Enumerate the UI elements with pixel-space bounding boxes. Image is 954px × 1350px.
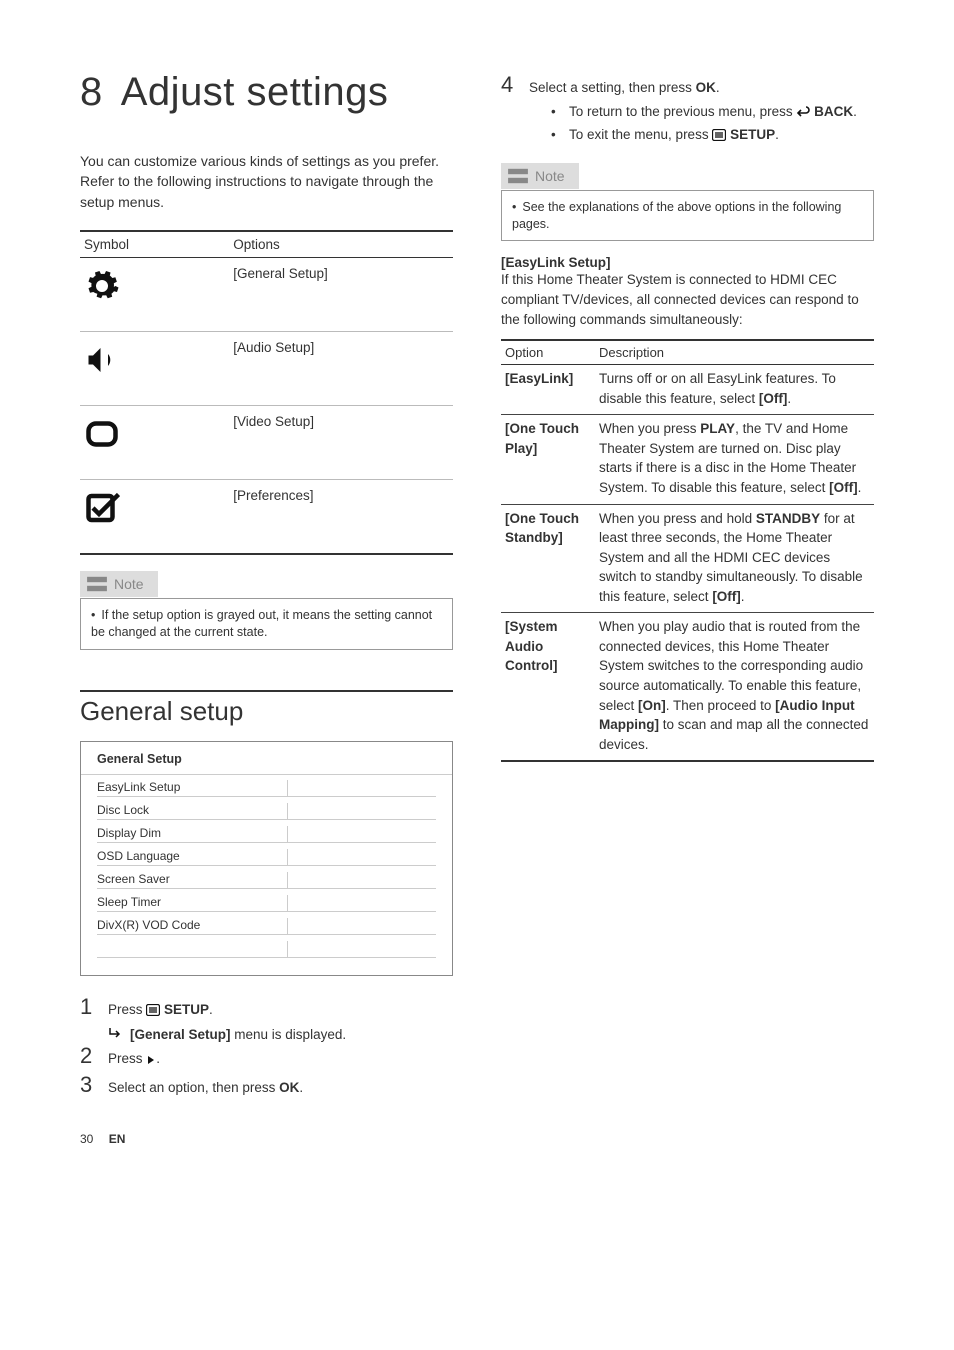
step-1: 1 Press SETUP.	[80, 996, 453, 1022]
easylink-paragraph: If this Home Theater System is connected…	[501, 270, 874, 329]
table-row: [One Touch Play] When you press PLAY, th…	[501, 415, 874, 504]
note-block: Note See the explanations of the above o…	[501, 163, 874, 242]
table-row: [Audio Setup]	[80, 331, 453, 405]
step-4: 4 Select a setting, then press OK.	[501, 74, 874, 98]
chapter-text: Adjust settings	[121, 70, 389, 114]
osd-row: Screen Saver	[81, 869, 452, 892]
note-text: See the explanations of the above option…	[512, 200, 841, 231]
chapter-title: 8 Adjust settings	[80, 70, 453, 115]
step-1-result: [General Setup] menu is displayed.	[108, 1025, 453, 1045]
setup-button-icon	[712, 127, 726, 147]
note-tab: Note	[501, 163, 579, 189]
osd-row: Sleep Timer	[81, 892, 452, 915]
table-row: [Video Setup]	[80, 405, 453, 479]
osd-title: General Setup	[81, 742, 452, 775]
table-row: [System Audio Control] When you play aud…	[501, 613, 874, 761]
page-language: EN	[109, 1132, 126, 1146]
note-label: Note	[114, 576, 144, 592]
table-row: [One Touch Standby] When you press and h…	[501, 504, 874, 613]
osd-menu: General Setup EasyLink Setup Disc Lock D…	[80, 741, 453, 976]
col-description: Description	[595, 340, 874, 365]
note-tab: Note	[80, 571, 158, 597]
option-description-table: Option Description [EasyLink] Turns off …	[501, 339, 874, 762]
note-icon	[86, 575, 108, 593]
option-label: [Video Setup]	[229, 405, 453, 479]
back-button-icon	[796, 104, 810, 124]
section-heading: General setup	[80, 696, 453, 727]
osd-row: EasyLink Setup	[81, 777, 452, 800]
speaker-icon	[84, 342, 120, 381]
screen-icon	[84, 416, 120, 455]
osd-row: Disc Lock	[81, 800, 452, 823]
step-3: 3 Select an option, then press OK.	[80, 1074, 453, 1098]
option-label: [Audio Setup]	[229, 331, 453, 405]
page-footer: 30 EN	[80, 1132, 874, 1146]
note-block: Note If the setup option is grayed out, …	[80, 571, 453, 650]
gear-icon	[84, 268, 120, 307]
chapter-number: 8	[80, 70, 103, 115]
table-row: [General Setup]	[80, 257, 453, 331]
col-option: Option	[501, 340, 595, 365]
symbol-options-table: Symbol Options [General Setup] [Audio Se…	[80, 230, 453, 555]
osd-row: DivX(R) VOD Code	[81, 915, 452, 938]
setup-button-icon	[146, 1002, 160, 1022]
osd-row: Display Dim	[81, 823, 452, 846]
checkbox-icon	[84, 490, 120, 529]
easylink-heading: [EasyLink Setup]	[501, 255, 874, 270]
option-label: [General Setup]	[229, 257, 453, 331]
col-symbol: Symbol	[80, 231, 229, 258]
bullet-item: • To exit the menu, press SETUP.	[551, 125, 874, 147]
step-2: 2 Press .	[80, 1045, 453, 1071]
intro-paragraph: You can customize various kinds of setti…	[80, 151, 453, 212]
note-text: If the setup option is grayed out, it me…	[91, 608, 432, 639]
note-icon	[507, 167, 529, 185]
osd-row: OSD Language	[81, 846, 452, 869]
bullet-item: • To return to the previous menu, press …	[551, 102, 874, 124]
right-arrow-icon	[146, 1051, 156, 1071]
col-options: Options	[229, 231, 453, 258]
option-label: [Preferences]	[229, 479, 453, 554]
page-number: 30	[80, 1132, 93, 1146]
note-label: Note	[535, 168, 565, 184]
result-arrow-icon	[108, 1025, 130, 1045]
table-row: [Preferences]	[80, 479, 453, 554]
osd-row	[81, 938, 452, 961]
table-row: [EasyLink] Turns off or on all EasyLink …	[501, 365, 874, 415]
